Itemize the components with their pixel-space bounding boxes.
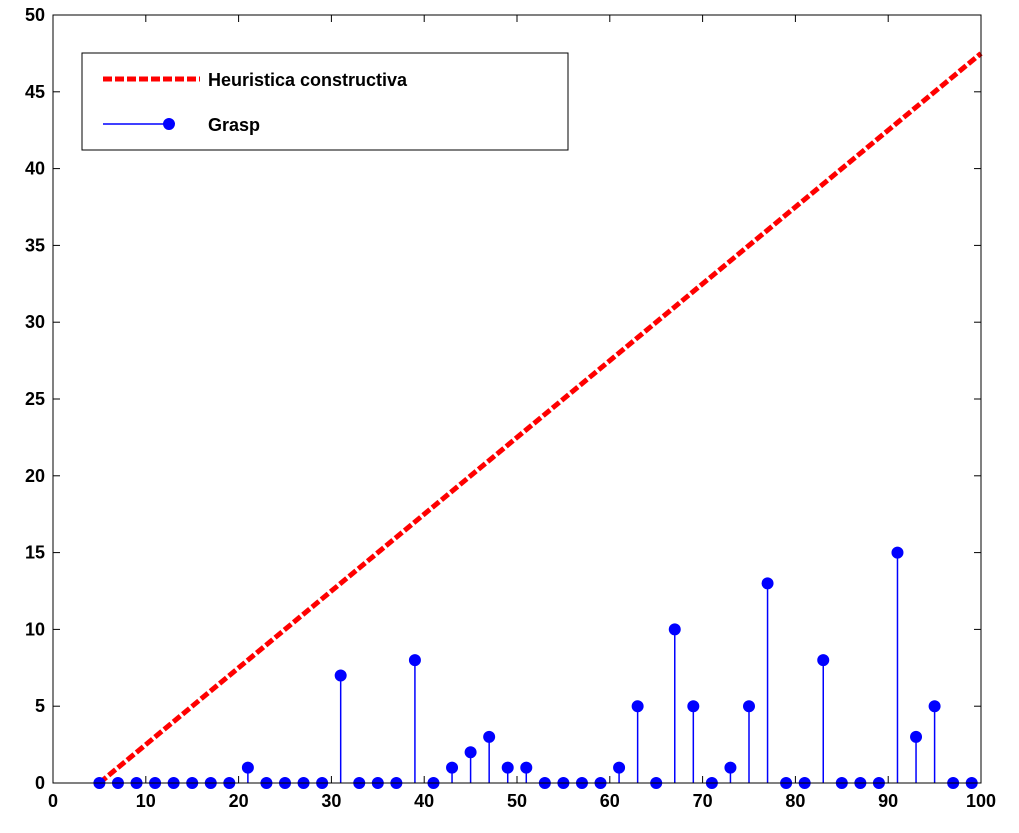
grasp-point (817, 654, 830, 667)
grasp-point (446, 761, 459, 774)
x-tick-label: 10 (136, 791, 156, 811)
x-tick-label: 20 (229, 791, 249, 811)
x-tick-label: 60 (600, 791, 620, 811)
x-tick-label: 80 (785, 791, 805, 811)
heuristica-line (97, 51, 983, 785)
x-tick-label: 70 (693, 791, 713, 811)
legend-label-heuristica: Heuristica constructiva (208, 70, 408, 90)
x-tick-label: 90 (878, 791, 898, 811)
x-tick-label: 100 (966, 791, 996, 811)
x-tick-label: 30 (321, 791, 341, 811)
grasp-point (743, 700, 755, 713)
x-tick-label: 0 (48, 791, 58, 811)
legend-box (81, 52, 569, 151)
series-layer (93, 51, 983, 789)
legend-swatch-grasp-marker (163, 118, 175, 130)
y-tick-label: 5 (35, 696, 45, 716)
grasp-point (687, 700, 700, 713)
grasp-point (408, 654, 421, 667)
y-tick-label: 20 (25, 466, 45, 486)
y-tick-label: 40 (25, 159, 45, 179)
grasp-point (241, 761, 254, 774)
x-tick-label: 40 (414, 791, 434, 811)
axis-ticks: 0 10 20 30 40 50 60 70 80 90 100 0 5 10 15 20 25 30 35 40 45… (25, 5, 996, 811)
plot-frame (52, 14, 982, 784)
y-tick-label: 35 (25, 235, 45, 255)
legend-label-grasp: Grasp (208, 115, 260, 135)
grasp-point (501, 761, 514, 774)
y-tick-label: 45 (25, 82, 45, 102)
y-tick-label: 0 (35, 773, 45, 793)
grasp-point (668, 623, 681, 636)
x-tick-label: 50 (507, 791, 527, 811)
grasp-point (520, 761, 533, 774)
grasp-point (631, 700, 644, 713)
grasp-point (724, 761, 737, 774)
y-tick-label: 50 (25, 5, 45, 25)
grasp-point (891, 546, 904, 559)
grasp-point (334, 669, 347, 682)
grasp-point (910, 730, 923, 743)
grasp-point (761, 577, 774, 590)
y-tick-label: 10 (25, 619, 45, 639)
grasp-point (483, 730, 496, 743)
grasp-point (928, 700, 941, 713)
y-tick-label: 30 (25, 312, 45, 332)
y-tick-label: 15 (25, 543, 45, 563)
legend: Heuristica constructiva Grasp (81, 52, 569, 151)
grasp-point (464, 746, 477, 759)
y-tick-label: 25 (25, 389, 45, 409)
grasp-point (613, 761, 626, 774)
